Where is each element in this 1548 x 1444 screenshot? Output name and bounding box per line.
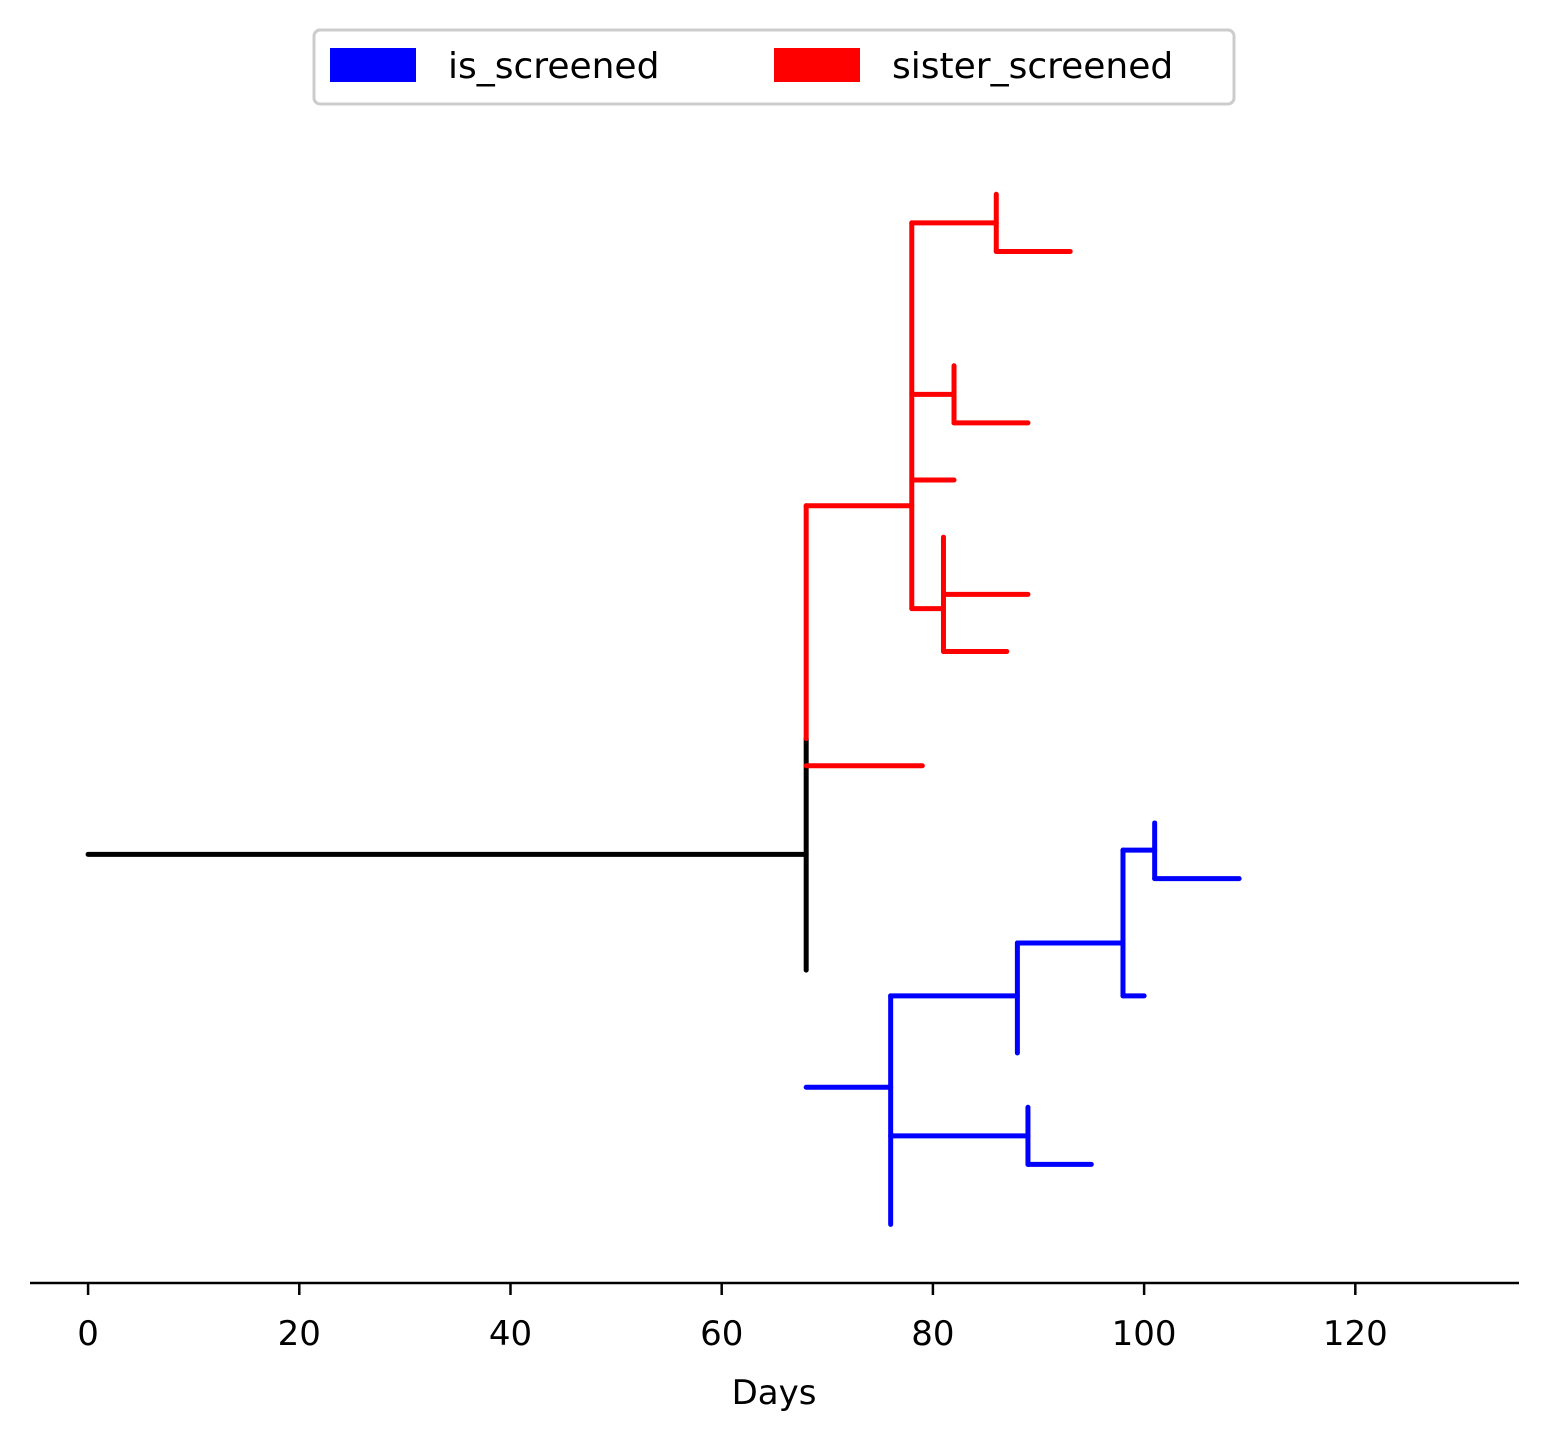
tree-branches [85,191,1242,1227]
legend-label-is-screened: is_screened [448,46,659,87]
x-tick-label-80: 80 [911,1314,954,1354]
legend-swatch-is-screened [330,48,416,82]
x-ticks: 0 20 40 60 80 100 120 [77,1283,1388,1354]
x-tick-label-120: 120 [1323,1314,1388,1354]
legend: is_screened sister_screened [312,28,1236,106]
x-tick-label-40: 40 [489,1314,532,1354]
x-axis-label: Days [732,1373,817,1413]
x-tick-label-100: 100 [1112,1314,1177,1354]
x-tick-label-20: 20 [278,1314,321,1354]
legend-label-sister-screened: sister_screened [892,46,1173,87]
x-axis: 0 20 40 60 80 100 120 Days [30,1281,1519,1413]
x-tick-label-0: 0 [77,1314,99,1354]
legend-swatch-sister-screened [774,48,860,82]
x-tick-label-60: 60 [700,1314,743,1354]
